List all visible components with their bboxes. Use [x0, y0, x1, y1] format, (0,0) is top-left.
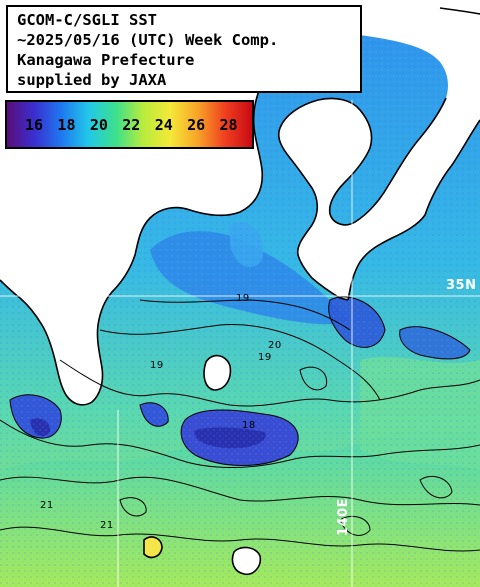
legend-labels: 16 18 20 22 24 26 28	[7, 102, 252, 147]
graticule	[0, 100, 480, 587]
island-south	[232, 547, 261, 575]
legend-label: 28	[219, 115, 238, 134]
color-scale-legend: 16 18 20 22 24 26 28	[5, 100, 254, 149]
latitude-label-west: 35N	[18, 282, 49, 297]
coastline	[0, 7, 480, 576]
sst-contours	[0, 296, 480, 552]
legend-label: 26	[187, 115, 206, 134]
title-line-credit: supplied by JAXA	[17, 71, 167, 89]
title-line-region: Kanagawa Prefecture	[17, 51, 195, 69]
contour-label: 18	[242, 420, 256, 431]
title-line-product: GCOM-C/SGLI SST	[17, 11, 157, 29]
title-box: GCOM-C/SGLI SST ~2025/05/16 (UTC) Week C…	[6, 5, 362, 93]
legend-label: 20	[89, 115, 108, 134]
title-line-date: ~2025/05/16 (UTC) Week Comp.	[17, 31, 279, 49]
island-southwest	[144, 536, 162, 558]
legend-label: 24	[154, 115, 173, 134]
island-center	[204, 355, 231, 390]
legend-label: 18	[57, 115, 76, 134]
contour-label: 19	[150, 360, 164, 371]
latitude-label-east: 35N	[446, 278, 477, 293]
contour-label: 19	[258, 352, 272, 363]
contour-label: 19	[236, 293, 250, 304]
contour-label: 21	[100, 520, 114, 531]
legend-label: 16	[25, 115, 44, 134]
legend-label: 22	[122, 115, 141, 134]
contour-label: 20	[268, 340, 282, 351]
land-boso-tip	[440, 0, 480, 14]
contour-label: 21	[40, 500, 54, 511]
longitude-label-bottom: 140E	[336, 497, 351, 536]
